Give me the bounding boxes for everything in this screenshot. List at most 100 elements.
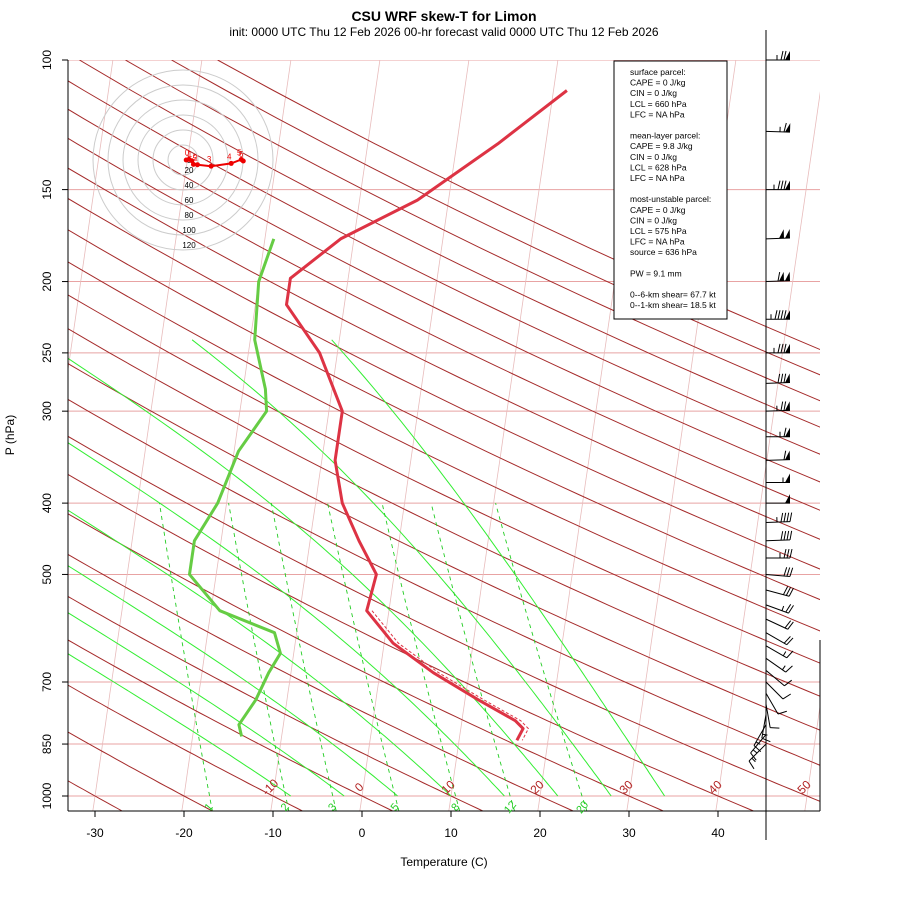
info-line: LFC = NA hPa [630, 109, 685, 119]
info-line: LCL = 628 hPa [630, 162, 687, 172]
moist-adiabat-line [68, 357, 559, 797]
x-tick-label: -20 [175, 826, 193, 840]
wind-barb-feather [786, 567, 791, 577]
wind-barb-feather [780, 373, 784, 383]
wind-barb-feather [777, 710, 787, 715]
hodograph-point-label: 4 [227, 152, 232, 161]
dry-adiabat-line [68, 167, 820, 540]
wind-barb [765, 567, 794, 578]
info-line: 0--1-km shear= 18.5 kt [630, 300, 716, 310]
wind-barb-staff [765, 589, 790, 597]
info-line: CAPE = 9.8 J/kg [630, 141, 693, 151]
wind-barb-half-feather [781, 605, 785, 611]
isotherm-line [270, 60, 381, 811]
wind-barb-feather [783, 530, 787, 541]
wind-barb-feather [788, 605, 794, 614]
wind-barb-feather [777, 271, 781, 282]
wind-barb-staff [765, 657, 786, 673]
wind-barb-half-feather [752, 749, 758, 754]
wind-barb [765, 692, 787, 715]
dry-adiabat-line [68, 137, 820, 511]
wind-barb [765, 618, 794, 630]
wind-barb-flag [785, 494, 790, 504]
hodograph-point-label: 2 [193, 154, 198, 163]
y-tick-label: 300 [40, 401, 54, 421]
dewpoint-profile-line [188, 238, 282, 737]
mixing-ratio-label: 1 [202, 801, 215, 813]
mixing-ratio-line [228, 503, 290, 811]
wind-barb-staff [765, 681, 784, 700]
mixing-ratio-line [495, 502, 588, 811]
wind-barb-feather [777, 343, 781, 353]
wind-barb-feather [783, 50, 787, 61]
wind-barb [748, 743, 767, 770]
x-tick-label: 20 [533, 826, 547, 840]
wind-barb-feather [784, 620, 792, 629]
wind-barb-feather [788, 587, 794, 597]
mixing-ratio-line [327, 503, 400, 811]
wind-barb [765, 512, 793, 523]
mixing-ratio-label: 3 [326, 801, 339, 813]
isotherm-label: 30 [616, 777, 636, 797]
wind-barb-feather [786, 512, 790, 522]
isotherm-line [92, 60, 203, 811]
info-line: LCL = 575 hPa [630, 226, 687, 236]
wind-barb-flag [784, 401, 790, 411]
hodograph-point [194, 162, 200, 168]
hodograph-ring-label: 20 [185, 166, 194, 175]
info-line: LCL = 660 hPa [630, 99, 687, 109]
wind-barb-feather [783, 512, 787, 522]
wind-barb [765, 122, 791, 133]
grid-layer [68, 60, 820, 811]
dry-adiabat-line [68, 261, 820, 632]
wind-barb-feather [777, 373, 781, 384]
wind-barb-feather [783, 343, 787, 353]
wind-barb-feather [786, 650, 794, 659]
info-line: CIN = 0 J/kg [630, 88, 677, 98]
wind-barb-staff [765, 669, 785, 687]
moist-adiabat-line [68, 565, 398, 797]
wind-barb-staff [765, 692, 779, 715]
dry-adiabat-line [68, 294, 820, 664]
wind-barbs [748, 30, 794, 840]
wind-barb-staff [765, 618, 788, 630]
info-line: LFC = NA hPa [630, 173, 685, 183]
y-axis-label: P (hPa) [3, 415, 17, 455]
wind-barb-feather [782, 693, 792, 700]
wind-barb [765, 604, 794, 614]
isotherm-label: 40 [705, 777, 725, 797]
hodograph-ring-label: 120 [182, 241, 196, 250]
wind-barb [766, 180, 790, 191]
wind-barb [765, 657, 793, 673]
mixing-ratio-line [381, 503, 461, 811]
info-line: CIN = 0 J/kg [630, 152, 677, 162]
y-tick-label: 100 [40, 50, 54, 70]
wind-barb-feather [783, 450, 787, 460]
dry-adiabat-line [68, 80, 820, 455]
y-tick-label: 400 [40, 493, 54, 513]
wind-barb [765, 530, 793, 542]
wind-barb-flag [778, 271, 784, 282]
wind-barb-flag [785, 310, 790, 320]
wind-barb-flag [785, 427, 790, 437]
info-line: most-unstable parcel: [630, 194, 711, 204]
wind-barb-feather [783, 122, 787, 133]
info-line: CIN = 0 J/kg [630, 215, 677, 225]
hodograph-point-label: 0 [185, 148, 190, 157]
wind-barb-flag [785, 51, 790, 60]
wind-barb [766, 427, 790, 438]
wind-barb-feather [786, 637, 794, 646]
wind-barb-feather [761, 737, 771, 743]
wind-barb-feather [783, 567, 788, 577]
y-tick-label: 500 [40, 564, 54, 584]
isotherm-line [715, 91, 820, 811]
y-tick-label: 850 [40, 734, 54, 754]
hodograph-ring [152, 129, 214, 191]
x-tick-label: 0 [359, 826, 366, 840]
hodograph-point [228, 160, 234, 166]
wind-barb-flag [778, 229, 784, 239]
mixing-ratio-line [158, 503, 213, 811]
dry-adiabat-line [68, 639, 394, 811]
wind-barb [765, 703, 780, 729]
